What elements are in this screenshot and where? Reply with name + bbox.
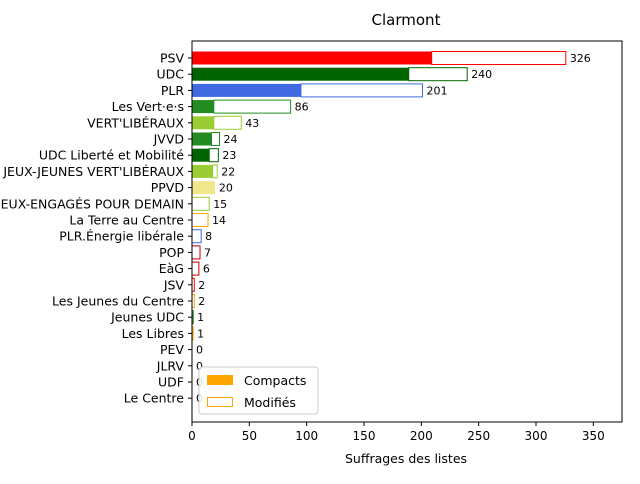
data-label-row-16: 1: [197, 311, 204, 324]
bar-compacts-row-2: [192, 83, 301, 97]
bar-compacts-row-3: [192, 100, 214, 114]
data-label-row-12: 7: [204, 246, 211, 259]
data-label-row-1: 240: [471, 68, 492, 81]
y-tick-label: UDC Liberté et Mobilité: [39, 148, 184, 163]
y-tick-label: PPVD: [151, 180, 184, 195]
legend: Compacts Modifiés: [198, 366, 319, 415]
y-tick-label: PSV: [160, 51, 184, 66]
y-tick-label: UDF: [158, 375, 184, 390]
bar-compacts-row-7: [192, 164, 213, 178]
bar-modifies-row-9: [191, 196, 210, 211]
y-tick-label: JSV: [163, 277, 185, 292]
y-tick-label: JVVD: [153, 132, 184, 147]
x-tick-label: 100: [295, 429, 318, 443]
y-tick-label: Le Centre: [124, 391, 185, 406]
x-tick-label: 0: [188, 429, 196, 443]
bar-modifies-row-13: [191, 261, 200, 276]
x-axis-label: Suffrages des listes: [345, 451, 467, 466]
x-tick-label: 300: [525, 429, 548, 443]
x-tick-label: 350: [582, 429, 605, 443]
bar-modifies-row-4: [213, 115, 242, 130]
data-label-row-15: 2: [198, 295, 205, 308]
data-label-row-3: 86: [295, 101, 309, 114]
bar-modifies-row-7: [212, 164, 218, 179]
bar-modifies-row-11: [191, 229, 202, 244]
x-axis: 0 50 100 150 200 250 300 350: [188, 422, 605, 443]
y-tick-label: JEUX-JEUNES VERT'LIBÉRAUX: [2, 164, 184, 179]
y-tick-label: PEV: [160, 342, 184, 357]
data-label-row-10: 14: [212, 214, 226, 227]
bar-modifies-row-12: [191, 245, 201, 260]
bar-modifies-row-6: [208, 148, 219, 163]
legend-swatch-compacts: [207, 375, 233, 385]
data-label-row-14: 2: [198, 279, 205, 292]
data-label-row-17: 1: [197, 327, 204, 340]
y-tick-label: Les Jeunes du Centre: [52, 294, 184, 309]
data-label-row-0: 326: [570, 52, 591, 65]
chart-title: Clarmont: [372, 11, 441, 29]
data-label-row-13: 6: [203, 263, 210, 276]
y-tick-label: Les Libres: [122, 326, 184, 341]
bar-compacts-row-4: [192, 116, 214, 130]
bar-modifies-row-2: [300, 83, 423, 98]
plot-area: 326240201864324232220151487622110000: [191, 40, 623, 423]
x-tick-label: 50: [242, 429, 257, 443]
y-tick-label: Jeunes UDC: [110, 310, 184, 325]
bar-compacts-row-0: [192, 51, 432, 65]
bar-modifies-row-10: [191, 213, 209, 227]
data-label-row-8: 20: [219, 182, 233, 195]
plot-frame: [191, 40, 623, 423]
legend-label-modifies: Modifiés: [244, 395, 296, 410]
x-tick-label: 250: [467, 429, 490, 443]
data-label-row-18: 0: [196, 344, 203, 357]
y-tick-label: JEUX-ENGAGÉS POUR DEMAIN: [0, 196, 184, 211]
legend-label-compacts: Compacts: [244, 373, 306, 388]
data-label-row-6: 23: [222, 149, 236, 162]
y-tick-label: VERT'LIBÉRAUX: [87, 115, 184, 130]
bar-modifies-row-3: [213, 99, 292, 114]
y-tick-label: UDC: [156, 67, 184, 82]
y-tick-label: JLRV: [156, 358, 185, 373]
y-tick-label: La Terre au Centre: [69, 213, 184, 228]
y-tick-label: Les Vert·e·s: [112, 99, 184, 114]
bar-compacts-row-1: [192, 67, 409, 81]
data-label-row-9: 15: [213, 198, 227, 211]
data-label-row-19: 0: [196, 360, 203, 373]
y-tick-label: PLR: [161, 83, 185, 98]
bar-compacts-row-8: [192, 181, 215, 195]
data-label-row-2: 201: [426, 84, 447, 97]
bar-compacts-row-6: [192, 148, 210, 162]
bar-modifies-row-0: [431, 51, 567, 65]
legend-swatch-modifies: [207, 397, 233, 407]
y-tick-label: PLR.Énergie libérale: [59, 229, 184, 244]
data-label-row-4: 43: [245, 117, 259, 130]
x-tick-label: 150: [353, 429, 376, 443]
bar-modifies-row-1: [408, 67, 468, 82]
data-label-row-5: 24: [224, 133, 238, 146]
bar-compacts-row-5: [192, 132, 212, 146]
bar-modifies-row-5: [210, 132, 221, 146]
y-tick-label: EàG: [159, 261, 184, 276]
y-tick-label: POP: [159, 245, 184, 260]
data-label-row-11: 8: [205, 230, 212, 243]
data-label-row-7: 22: [221, 165, 235, 178]
x-tick-label: 200: [410, 429, 433, 443]
